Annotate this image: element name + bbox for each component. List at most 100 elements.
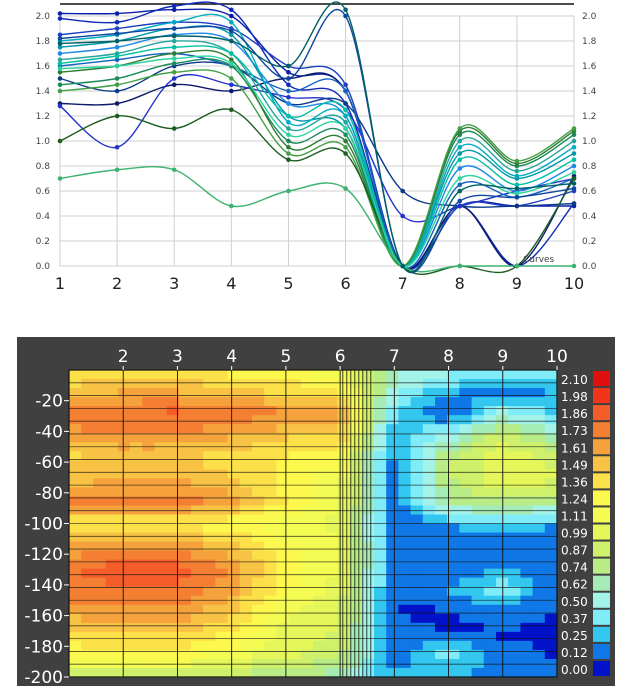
contour-cell [459, 397, 473, 407]
data-point [286, 132, 291, 138]
contour-cell [93, 667, 107, 678]
contour-cell [166, 622, 180, 633]
contour-cell [227, 424, 241, 434]
contour-cell [276, 406, 290, 416]
contour-cell [69, 631, 82, 642]
contour-cell [459, 604, 473, 615]
contour-cell [178, 388, 192, 398]
contour-cell [337, 631, 351, 642]
contour-cell [532, 397, 546, 407]
contour-cell [178, 559, 192, 570]
contour-cell [435, 559, 448, 570]
contour-cell [300, 577, 314, 588]
contour-cell [349, 541, 363, 552]
contour-cell [361, 469, 375, 479]
contour-cell [422, 397, 436, 407]
series-line [59, 13, 575, 267]
contour-cell [410, 487, 424, 498]
contour-cell [117, 397, 131, 407]
contour-cell [178, 505, 192, 516]
contour-cell [459, 433, 473, 443]
contour-cell [81, 514, 94, 525]
contour-cell [117, 550, 131, 561]
contour-cell [483, 604, 497, 615]
data-point [343, 88, 348, 94]
contour-cell [422, 487, 436, 498]
contour-cell [508, 541, 521, 552]
contour-cell [398, 487, 412, 498]
contour-cell [508, 460, 521, 470]
contour-cell [374, 478, 387, 488]
data-point [57, 61, 63, 66]
contour-cell [459, 532, 473, 543]
y-tick-label-left: 1.2 [36, 112, 50, 122]
data-point [57, 176, 63, 181]
contour-cell [191, 622, 204, 633]
x-tick-label: 7 [389, 347, 400, 367]
contour-cell [313, 532, 326, 543]
contour-cell [508, 523, 521, 534]
contour-cell [252, 424, 265, 434]
contour-cell [361, 397, 375, 407]
contour-cell [264, 577, 277, 588]
contour-cell [374, 469, 387, 479]
contour-cell [130, 415, 143, 425]
contour-cell [544, 514, 558, 525]
contour-cell [166, 541, 180, 552]
contour-chart-lines [68, 369, 558, 678]
contour-cell [544, 388, 558, 398]
contour-cell [471, 532, 485, 543]
contour-cell [410, 424, 424, 434]
contour-cell [252, 541, 265, 552]
contour-cell [361, 613, 375, 624]
contour-cell [166, 532, 180, 543]
contour-cell [386, 631, 399, 642]
legend-label: 1.98 [561, 390, 588, 404]
contour-cell [81, 433, 94, 443]
contour-cell [203, 667, 216, 678]
contour-cell [349, 559, 363, 570]
contour-cell [435, 424, 448, 434]
contour-cell [374, 568, 387, 579]
contour-cell [410, 433, 424, 443]
contour-cell [447, 397, 460, 407]
contour-cell [398, 433, 412, 443]
contour-cell [520, 667, 534, 678]
contour-cell [288, 613, 302, 624]
contour-cell [361, 514, 375, 525]
contour-cell [349, 532, 363, 543]
contour-cell [386, 406, 399, 416]
contour-cell [447, 622, 460, 633]
contour-cell [166, 667, 180, 678]
contour-cell [117, 559, 131, 570]
contour-cell [215, 406, 229, 416]
contour-cell [435, 406, 448, 416]
data-point [229, 38, 234, 44]
contour-cell [276, 451, 290, 461]
contour-cell [483, 514, 497, 525]
contour-cell [544, 424, 558, 434]
contour-cell [508, 613, 521, 624]
contour-cell [117, 586, 131, 597]
contour-cell [410, 613, 424, 624]
contour-cell [337, 523, 351, 534]
contour-cell [349, 451, 363, 461]
contour-cell [447, 514, 460, 525]
contour-cell [300, 460, 314, 470]
contour-cell [264, 622, 277, 633]
contour-cell [142, 514, 155, 525]
contour-cell [361, 532, 375, 543]
contour-cell [435, 514, 448, 525]
contour-cell [154, 613, 168, 624]
contour-cell [459, 658, 473, 669]
data-point [286, 63, 291, 69]
contour-cell [93, 460, 107, 470]
contour-cell [191, 577, 204, 588]
contour-cell [239, 469, 253, 479]
contour-cell [532, 658, 546, 669]
contour-cell [508, 406, 521, 416]
contour-cell [447, 451, 460, 461]
contour-cell [483, 397, 497, 407]
contour-cell [215, 532, 229, 543]
contour-cell [288, 577, 302, 588]
